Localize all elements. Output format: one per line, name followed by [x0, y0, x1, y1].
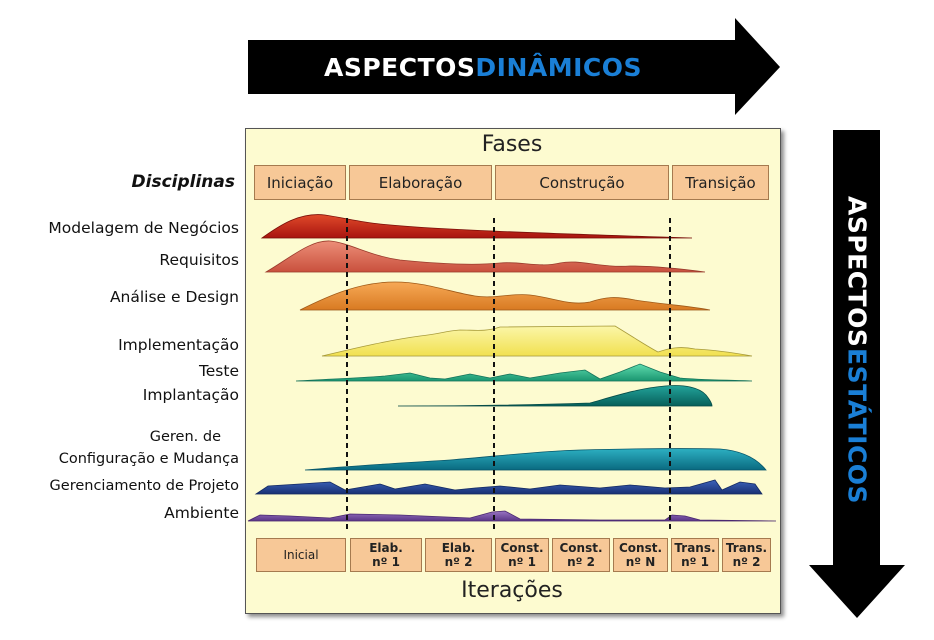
phase-transicao: Transição	[672, 165, 769, 200]
discipline-label-gerenciamento: Gerenciamento de Projeto	[49, 478, 239, 494]
curve-analise	[299, 281, 711, 311]
iteration-trans-2: Trans. nº 2	[722, 538, 771, 572]
curve-teste	[295, 363, 753, 382]
discipline-label-analise: Análise e Design	[109, 288, 239, 306]
curve-ambiente	[247, 510, 777, 522]
iteration-elab-1: Elab. nº 1	[350, 538, 422, 572]
discipline-label-ambiente: Ambiente	[164, 504, 239, 522]
curve-gerenciamento	[254, 479, 763, 495]
discipline-label-modelagem: Modelagem de Negócios	[48, 219, 239, 237]
curve-modelagem	[260, 214, 693, 239]
discipline-label-implementacao: Implementação	[118, 336, 239, 354]
iteration-const-1: Const. nº 1	[495, 538, 549, 572]
discipline-label-implantacao: Implantação	[142, 386, 239, 404]
curve-configuracao	[304, 448, 767, 471]
rup-diagram-panel	[245, 128, 781, 614]
dynamic-aspects-label: ASPECTOS DINÂMICOS	[323, 52, 643, 82]
iteration-inicial: Inicial	[256, 538, 346, 572]
phases-title: Fases	[481, 132, 543, 157]
discipline-label-requisitos: Requisitos	[159, 251, 239, 269]
phase-iniciacao: Iniciação	[254, 165, 346, 200]
phase-construcao: Construção	[495, 165, 669, 200]
curve-implantacao	[397, 385, 713, 407]
discipline-label-teste: Teste	[198, 362, 239, 380]
disciplines-header: Disciplinas	[131, 172, 235, 192]
discipline-label-configuracao: Geren. de Configuração e Mudança	[58, 429, 239, 467]
iteration-elab-2: Elab. nº 2	[425, 538, 492, 572]
static-aspects-label: ASPECTOS ESTÁTICOS	[842, 196, 872, 504]
iterations-title: Iterações	[461, 578, 563, 603]
iteration-const-2: Const. nº 2	[552, 538, 610, 572]
phase-elaboracao: Elaboração	[349, 165, 492, 200]
iteration-const-n: Const. nº N	[613, 538, 668, 572]
curve-implementacao	[321, 325, 753, 357]
curve-requisitos	[264, 240, 706, 273]
iteration-trans-1: Trans. nº 1	[671, 538, 719, 572]
